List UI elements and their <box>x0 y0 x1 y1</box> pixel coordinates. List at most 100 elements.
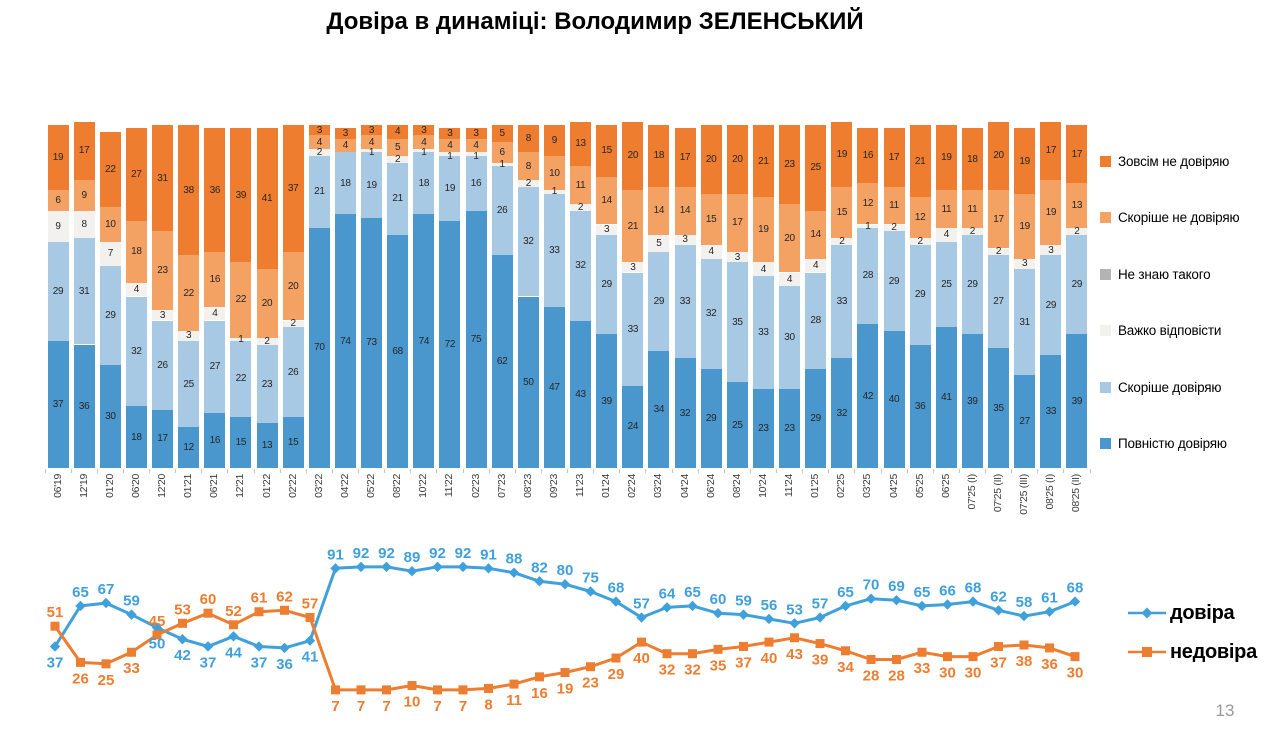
bar-segment <box>152 231 174 311</box>
bar-value-label: 36 <box>209 184 221 196</box>
bar-segment <box>308 149 330 156</box>
bar-segment <box>47 210 69 242</box>
bar-value-label: 3 <box>159 309 166 321</box>
bar-segment <box>779 125 801 204</box>
bar-segment <box>517 186 539 297</box>
trend-value-label: 91 <box>480 546 497 563</box>
bar-value-label: 30 <box>105 411 116 423</box>
legend-item: Важко відповісти <box>1100 323 1221 338</box>
bar-segment <box>178 426 200 468</box>
bar-segment <box>439 152 461 156</box>
axis-tick <box>410 469 412 473</box>
bar-value-label: 50 <box>523 376 534 388</box>
bar-value-label: 2 <box>917 236 924 248</box>
bar-value-label: 16 <box>470 177 482 189</box>
bar-value-label: 39 <box>601 395 612 407</box>
bar-value-label: 36 <box>914 400 926 412</box>
trend-value-label: 19 <box>557 681 574 698</box>
trend-point <box>713 644 723 654</box>
axis-tick <box>227 469 229 473</box>
bar-segment <box>465 128 487 139</box>
bar-value-label: 11 <box>575 179 586 191</box>
trend-point <box>968 652 978 662</box>
trend-point <box>202 641 214 652</box>
bar-value-label: 17 <box>157 433 168 445</box>
legend-swatch <box>1100 268 1111 280</box>
x-axis-label: 12'21 <box>234 474 247 498</box>
trend-value-label: 82 <box>531 559 548 576</box>
bar-value-label: 2 <box>577 201 584 213</box>
bar-segment <box>204 128 226 252</box>
bar-value-label: 33 <box>549 244 560 256</box>
trend-value-label: 41 <box>302 649 319 666</box>
bar-value-label: 14 <box>679 205 691 217</box>
axis-tick <box>175 469 177 473</box>
bar-segment <box>543 125 565 156</box>
trend-point <box>866 654 876 664</box>
bar-segment <box>805 368 827 468</box>
bar-segment <box>99 207 121 242</box>
bar-value-label: 11 <box>941 203 952 215</box>
bar-segment <box>700 258 722 369</box>
bar-value-label: 21 <box>914 155 926 167</box>
legend-label: Не знаю такого <box>1118 266 1211 282</box>
x-axis-label: 07'25 (III) <box>1018 474 1031 515</box>
bar-segment <box>961 190 983 228</box>
trend-value-label: 92 <box>353 545 370 562</box>
x-axis-label: 08'22 <box>391 474 404 498</box>
bar-segment <box>361 149 383 153</box>
bar-value-label: 40 <box>888 393 900 405</box>
bar-segment <box>178 125 200 256</box>
bar-segment <box>361 217 383 468</box>
trend-point <box>559 579 571 590</box>
bar-value-label: 23 <box>784 158 795 170</box>
x-axis-label: 04'25 <box>887 474 900 498</box>
trend-point <box>763 613 775 625</box>
bar-value-label: 17 <box>993 213 1004 225</box>
trend-point <box>330 563 341 574</box>
bar-segment <box>752 389 774 468</box>
bar-value-label: 31 <box>78 285 90 297</box>
bar-value-label: 9 <box>81 189 88 201</box>
bar-value-label: 29 <box>1071 279 1083 290</box>
trend-point <box>50 621 60 631</box>
bar-segment <box>439 128 461 139</box>
bar-segment <box>230 416 252 469</box>
bar-value-label: 4 <box>943 229 950 241</box>
bar-segment <box>47 125 69 191</box>
bar-value-label: 72 <box>444 339 456 350</box>
bar-segment <box>413 135 435 149</box>
bar-segment <box>517 152 539 180</box>
bar-value-label: 20 <box>261 297 273 309</box>
axis-tick <box>149 469 150 473</box>
bar-value-label: 21 <box>392 193 403 205</box>
bar-value-label: 29 <box>1045 299 1057 311</box>
bar-value-label: 4 <box>212 308 218 320</box>
bar-value-label: 1 <box>473 150 479 162</box>
bar-segment <box>230 128 252 263</box>
bar-value-label: 4 <box>421 136 427 148</box>
trend-value-label: 69 <box>888 578 905 595</box>
trend-value-label: 65 <box>837 584 854 601</box>
bar-value-label: 29 <box>705 412 717 424</box>
axis-tick <box>776 469 777 473</box>
bar-segment <box>700 368 722 468</box>
bar-value-label: 19 <box>941 152 952 164</box>
bar-segment <box>308 125 330 136</box>
trend-value-label: 80 <box>557 562 574 579</box>
bar-value-label: 5 <box>499 128 506 140</box>
bar-value-label: 29 <box>52 285 64 297</box>
trend-value-label: 7 <box>459 698 467 715</box>
bar-segment <box>988 248 1010 256</box>
legend-label: Скоріше не довіряю <box>1118 210 1240 225</box>
x-axis-label: 08'25 (II) <box>1070 474 1083 513</box>
bar-value-label: 4 <box>342 140 349 152</box>
x-axis-label: 10'24 <box>756 474 769 498</box>
trend-value-label: 23 <box>582 675 599 692</box>
trend-value-label: 53 <box>786 601 803 618</box>
x-axis-label: 12'19 <box>77 474 90 498</box>
bar-segment <box>387 234 409 468</box>
bar-value-label: 62 <box>496 356 508 368</box>
axis-tick <box>619 469 621 473</box>
